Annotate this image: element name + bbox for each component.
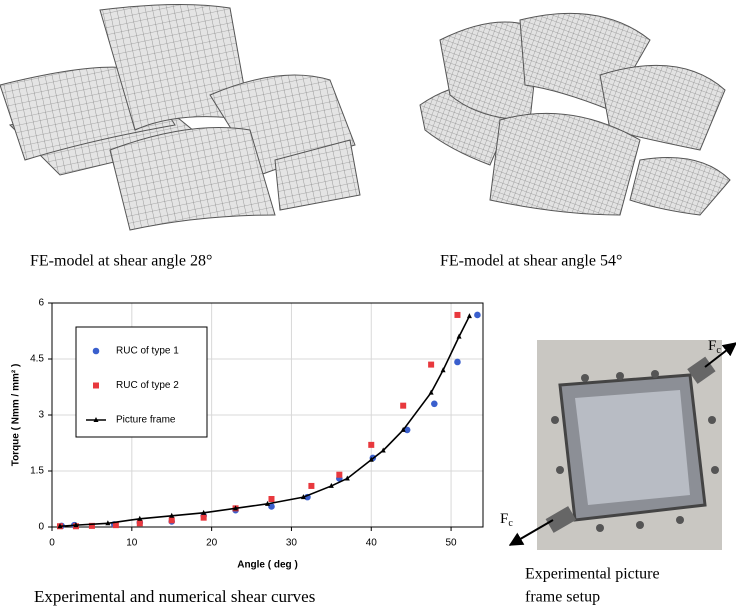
point bbox=[368, 442, 374, 448]
chart: 0 1.5 3 4.5 6 0 10 20 30 40 50 Angle ( deg ) Torque … bbox=[11, 298, 483, 571]
point bbox=[201, 515, 207, 521]
force-label: Fc bbox=[500, 511, 513, 529]
x-axis-label: Angle ( deg ) bbox=[237, 560, 298, 571]
caption: FE-model at shear angle 28° bbox=[30, 253, 212, 270]
point bbox=[474, 312, 481, 319]
legend-label: RUC of type 2 bbox=[116, 380, 179, 391]
y-tick-label: 6 bbox=[38, 298, 44, 309]
x-tick-label: 0 bbox=[49, 538, 55, 549]
y-tick-label: 0 bbox=[38, 522, 44, 533]
legend-label: RUC of type 1 bbox=[116, 346, 179, 357]
y-tick-label: 1.5 bbox=[30, 466, 44, 477]
point bbox=[268, 496, 274, 502]
x-tick-label: 40 bbox=[366, 538, 378, 549]
picture-frame-photo bbox=[537, 340, 722, 550]
point bbox=[428, 362, 434, 368]
point bbox=[137, 520, 143, 526]
vertex bbox=[467, 313, 472, 318]
point bbox=[169, 517, 175, 523]
x-tick-label: 30 bbox=[286, 538, 298, 549]
figure: FE-model at shear angle 28° FE-model at … bbox=[0, 0, 736, 611]
x-tick-label: 50 bbox=[446, 538, 458, 549]
point bbox=[454, 312, 460, 318]
y-tick-label: 4.5 bbox=[30, 354, 44, 365]
fe-model-54 bbox=[420, 13, 730, 215]
fe-model-28 bbox=[0, 4, 360, 230]
y-tick-label: 3 bbox=[38, 410, 44, 421]
point bbox=[454, 359, 461, 366]
legend-label: Picture frame bbox=[116, 415, 176, 426]
point bbox=[336, 472, 342, 478]
y-axis-label: Torque ( Nmm / mm² ) bbox=[11, 364, 22, 467]
point bbox=[400, 403, 406, 409]
caption: Experimental picture bbox=[525, 566, 660, 583]
caption: frame setup bbox=[525, 589, 600, 606]
caption: Experimental and numerical shear curves bbox=[34, 587, 315, 606]
legend-marker bbox=[93, 348, 100, 355]
point bbox=[431, 401, 438, 408]
legend-marker bbox=[93, 383, 99, 389]
x-tick-label: 10 bbox=[126, 538, 138, 549]
caption: FE-model at shear angle 54° bbox=[440, 253, 622, 270]
x-tick-label: 20 bbox=[206, 538, 218, 549]
point bbox=[308, 483, 314, 489]
